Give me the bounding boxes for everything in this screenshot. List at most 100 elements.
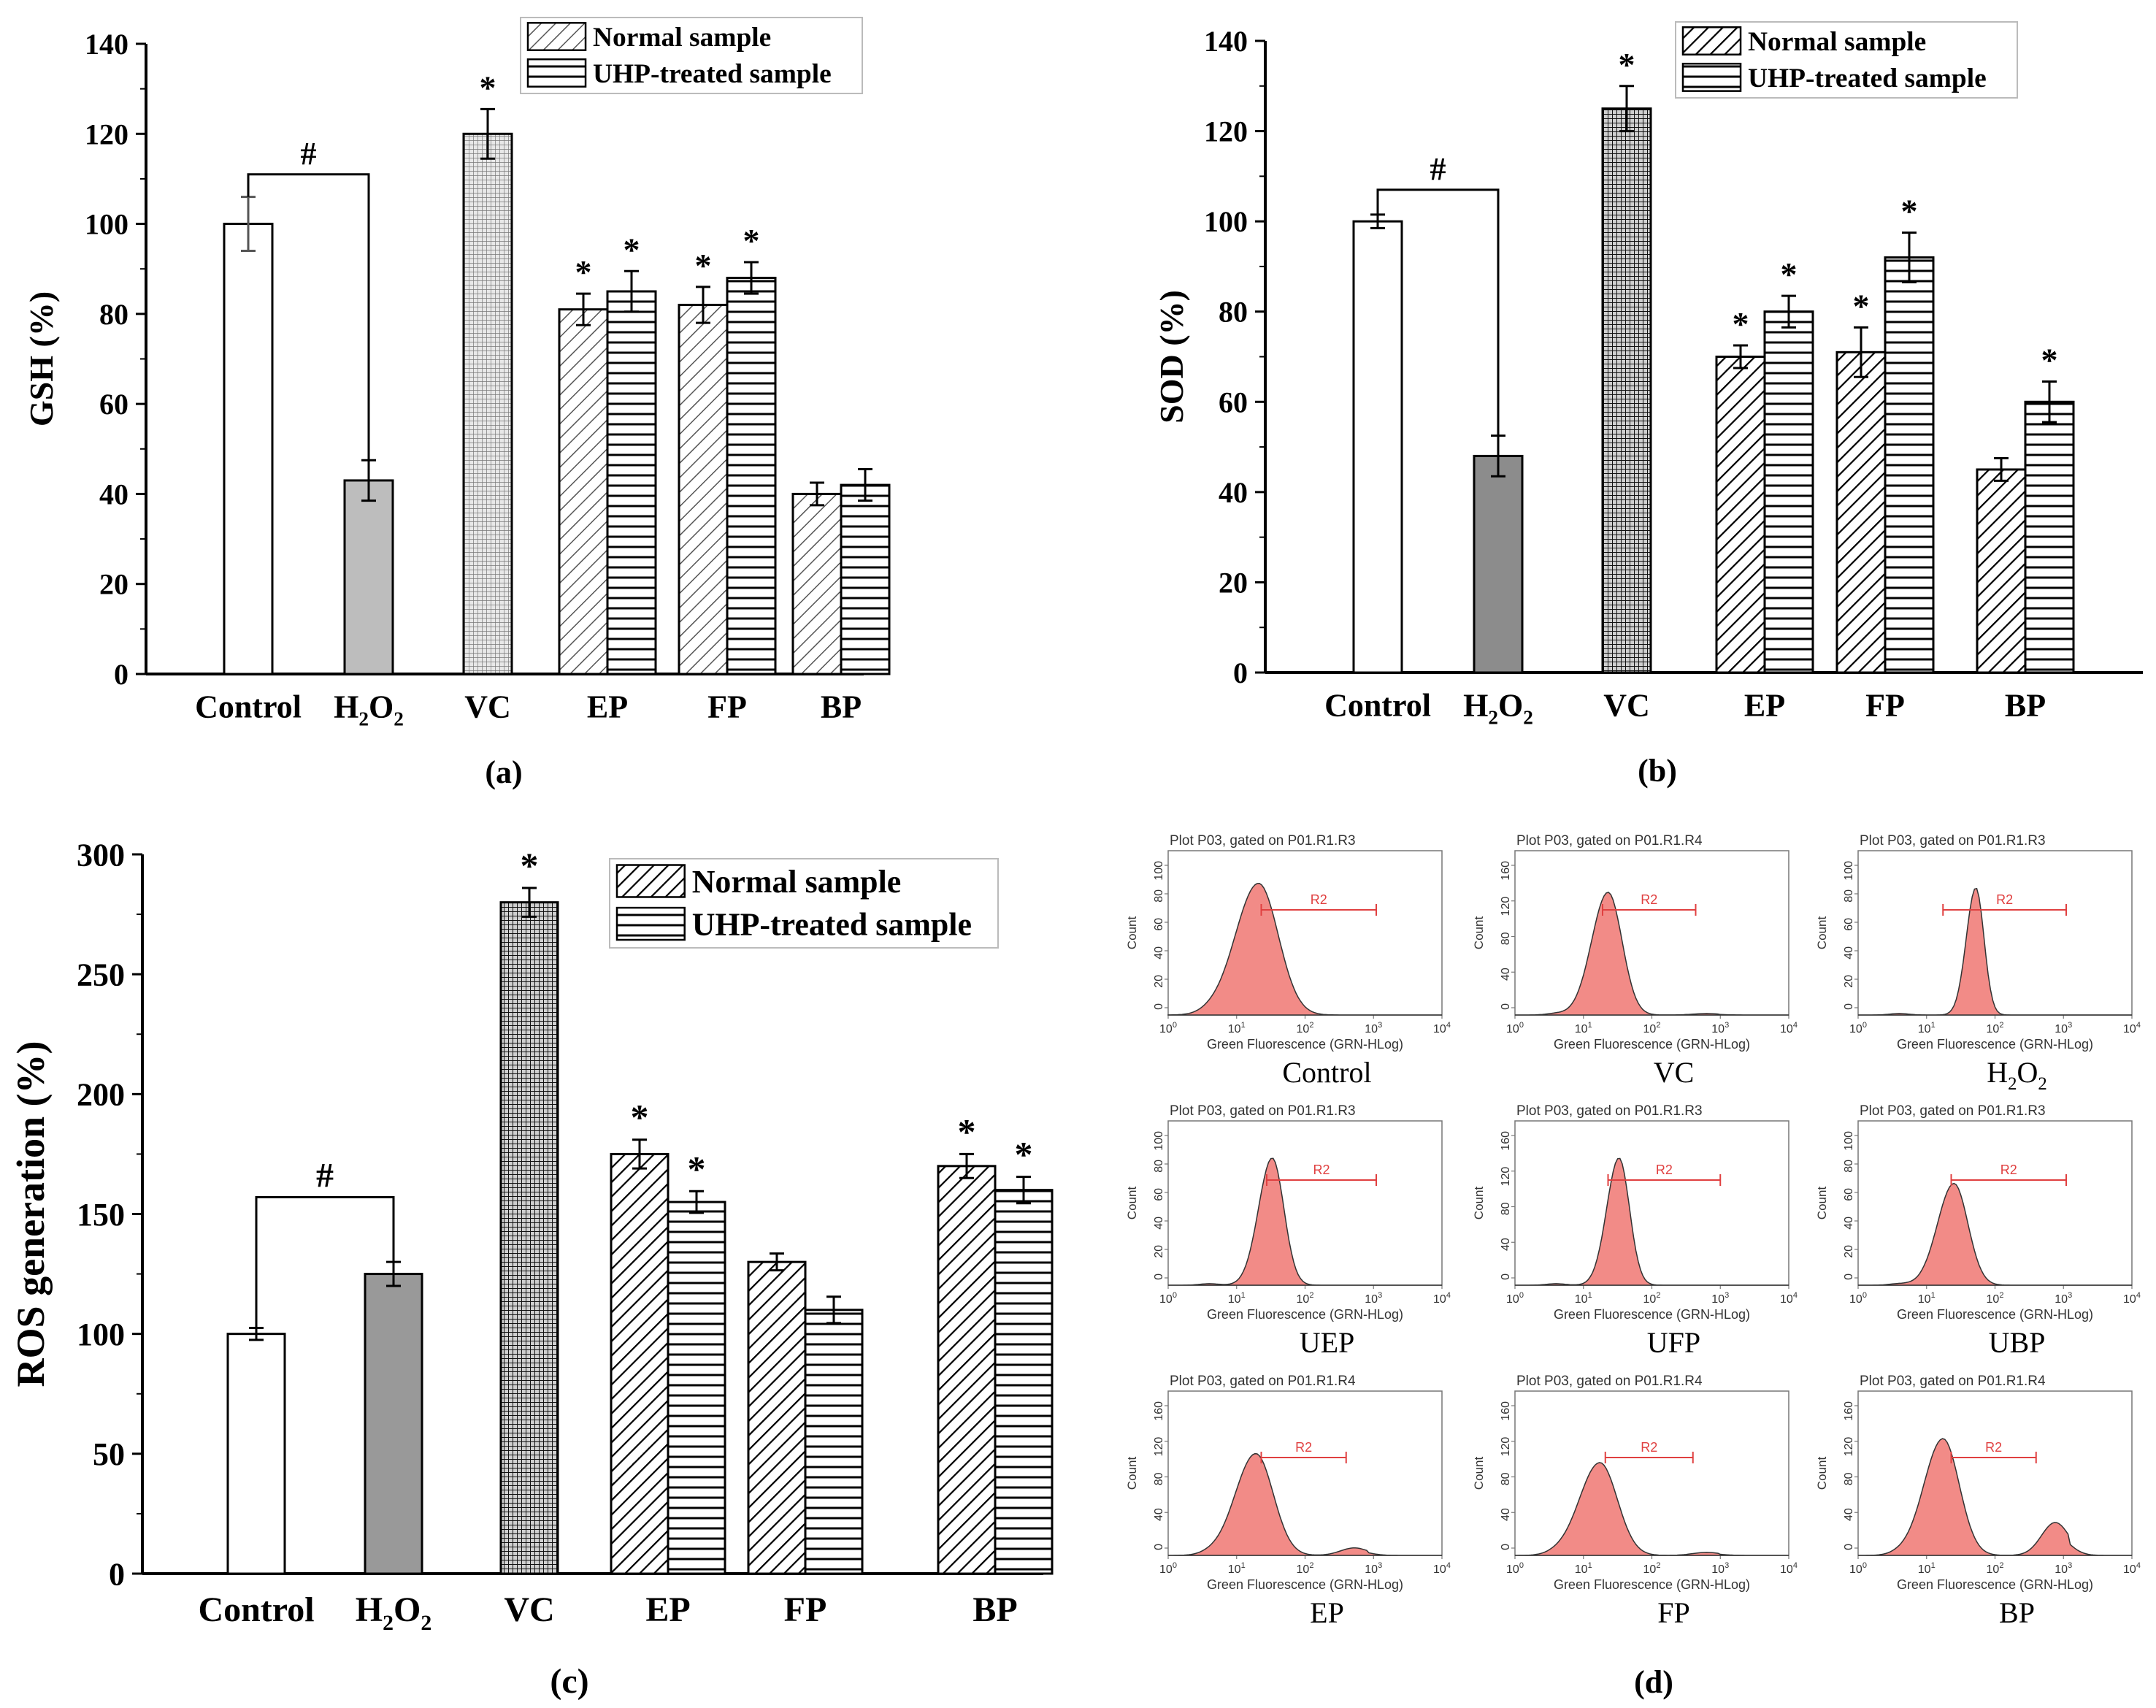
bar-normal-fp-c	[747, 1260, 807, 1575]
flow-x-tick-label: 100	[1159, 1561, 1177, 1576]
significance-star-b: *	[2041, 341, 2058, 378]
bar-vc-b	[1601, 107, 1652, 674]
flow-plot-caption: VC	[1654, 1056, 1695, 1089]
flow-y-tick-label: 100	[1153, 861, 1165, 881]
significance-star-a: *	[575, 253, 592, 291]
panel-a-gsh-chart: 0 20 40 60 80 100 120 140 GSH (%) * * * * * # Control H2…	[23, 17, 891, 790]
flow-y-tick-label: 80	[1153, 889, 1165, 903]
significance-star-b: *	[1853, 287, 1870, 324]
significance-star-a: *	[743, 222, 760, 259]
flow-x-tick-label: 102	[1297, 1291, 1314, 1306]
category-label-a: H2O2	[334, 689, 404, 729]
bar-normal-bp-c	[937, 1165, 997, 1575]
y-tick-label-c: 200	[77, 1077, 125, 1113]
y-axis-title-b: SOD (%)	[1153, 290, 1190, 424]
panel-d-flow-cytometry: Plot P03, gated on P01.R1.R3 0 20 40 60 80 100…	[1125, 833, 2141, 1700]
legend-swatch-uhp	[615, 906, 686, 941]
flow-x-tick-label: 102	[1987, 1291, 2004, 1306]
flow-y-axis-title: Count	[1125, 916, 1139, 950]
y-tick-label-a: 20	[99, 568, 128, 601]
panel-b-sod-chart: 0 20 40 60 80 100 120 140 SOD (%) * * * * * * # Control H…	[1153, 21, 2143, 789]
flow-y-tick-label: 120	[1500, 1167, 1512, 1187]
category-label-a: FP	[707, 689, 747, 724]
y-tick-label-a: 100	[85, 208, 128, 241]
flow-plot-frame	[1857, 1390, 2133, 1556]
significance-star-b: *	[1619, 46, 1635, 83]
flow-y-tick-label: 0	[1500, 1544, 1512, 1550]
flow-plot-bp: Plot P03, gated on P01.R1.R4 0 40 80 120 160 C…	[1815, 1374, 2141, 1629]
significance-star-c: *	[631, 1097, 649, 1138]
flow-y-tick-label: 0	[1843, 1003, 1855, 1010]
flow-x-tick-label: 104	[1433, 1291, 1451, 1306]
flow-plot-title: Plot P03, gated on P01.R1.R3	[1860, 1103, 2046, 1119]
comparison-bracket-a	[247, 173, 370, 461]
flow-y-tick-label: 160	[1500, 861, 1512, 881]
flow-y-tick-label: 80	[1500, 1472, 1512, 1485]
flow-x-tick-label: 100	[1506, 1291, 1524, 1306]
bracket-label-c: #	[316, 1157, 334, 1195]
flow-y-tick-label: 20	[1153, 975, 1165, 988]
flow-histogram	[1168, 1157, 1442, 1286]
category-label-a: BP	[821, 689, 862, 724]
flow-x-tick-label: 103	[2055, 1561, 2072, 1576]
flow-plot-title: Plot P03, gated on P01.R1.R3	[1170, 833, 1356, 849]
bar-uhp-ep-c	[667, 1200, 726, 1575]
bar-vc-c	[499, 901, 559, 1575]
flow-plot-title: Plot P03, gated on P01.R1.R4	[1516, 1374, 1703, 1389]
flow-x-axis-title: Green Fluorescence (GRN-HLog)	[1554, 1577, 1750, 1592]
flow-x-tick-label: 101	[1228, 1561, 1246, 1576]
bar-h2o2-a	[343, 479, 394, 675]
flow-y-tick-label: 160	[1843, 1401, 1855, 1421]
significance-star-b: *	[1733, 305, 1749, 342]
flow-x-tick-label: 103	[1365, 1291, 1382, 1306]
flow-gate-label: R2	[1295, 1440, 1312, 1455]
category-label-c: BP	[972, 1590, 1017, 1629]
flow-y-tick-label: 40	[1843, 1217, 1855, 1230]
flow-x-tick-label: 100	[1506, 1561, 1524, 1576]
flow-x-tick-label: 103	[2055, 1291, 2072, 1306]
flow-x-tick-label: 104	[2123, 1291, 2141, 1306]
significance-star-b: *	[1781, 256, 1798, 293]
flow-x-axis-title: Green Fluorescence (GRN-HLog)	[1897, 1037, 2093, 1052]
flow-plot-frame	[1514, 1120, 1789, 1286]
significance-star-a: *	[480, 69, 496, 106]
flow-y-tick-label: 20	[1153, 1245, 1165, 1258]
flow-y-tick-label: 60	[1153, 1188, 1165, 1201]
y-tick-label-b: 80	[1219, 296, 1248, 329]
flow-plot-frame	[1857, 850, 2133, 1016]
flow-y-axis-title: Count	[1815, 1187, 1829, 1220]
flow-x-tick-label: 104	[2123, 1561, 2141, 1576]
flow-y-tick-label: 20	[1843, 1245, 1855, 1258]
flow-y-tick-label: 40	[1843, 1508, 1855, 1521]
flow-y-tick-label: 0	[1843, 1274, 1855, 1280]
flow-plot-ep: Plot P03, gated on P01.R1.R4 0 40 80 120 160 C…	[1125, 1374, 1451, 1629]
panel-label-a: (a)	[485, 754, 522, 790]
flow-histogram	[1167, 883, 1442, 1016]
legend-label-uhp: UHP-treated sample	[1748, 64, 1987, 93]
flow-y-axis-title: Count	[1815, 916, 1829, 950]
flow-x-tick-label: 101	[1228, 1291, 1246, 1306]
flow-x-tick-label: 101	[1575, 1021, 1592, 1035]
legend-b: Normal sample UHP-treated sample	[1675, 21, 2018, 99]
y-tick-label-b: 20	[1219, 566, 1248, 599]
flow-plot-frame	[1167, 1120, 1443, 1286]
legend-swatch-normal	[615, 864, 686, 898]
flow-plot-title: Plot P03, gated on P01.R1.R4	[1170, 1374, 1356, 1389]
bar-uhp-ep-b	[1763, 310, 1814, 674]
flow-plot-uep: Plot P03, gated on P01.R1.R3 0 20 40 60 80 100…	[1125, 1103, 1451, 1359]
y-tick-label-c: 100	[77, 1317, 125, 1352]
flow-gate-label: R2	[2000, 1163, 2017, 1177]
flow-histogram	[1858, 887, 2132, 1016]
legend-swatch-uhp	[1681, 62, 1742, 92]
legend-label-uhp: UHP-treated sample	[692, 906, 972, 942]
panel-c-ros-chart: 0 50 100 150 200 250 300 ROS generation (%) * * * *…	[9, 837, 1054, 1701]
y-tick-label-c: 250	[77, 957, 125, 993]
flow-y-tick-label: 40	[1500, 968, 1512, 981]
bar-normal-ep-a	[558, 308, 609, 675]
y-tick-label-b: 40	[1219, 476, 1248, 509]
significance-star-c: *	[521, 845, 539, 886]
flow-x-axis-title: Green Fluorescence (GRN-HLog)	[1207, 1577, 1403, 1592]
y-tick-label-b: 60	[1219, 386, 1248, 418]
flow-y-axis-title: Count	[1125, 1187, 1139, 1220]
y-tick-label-a: 140	[85, 28, 128, 61]
